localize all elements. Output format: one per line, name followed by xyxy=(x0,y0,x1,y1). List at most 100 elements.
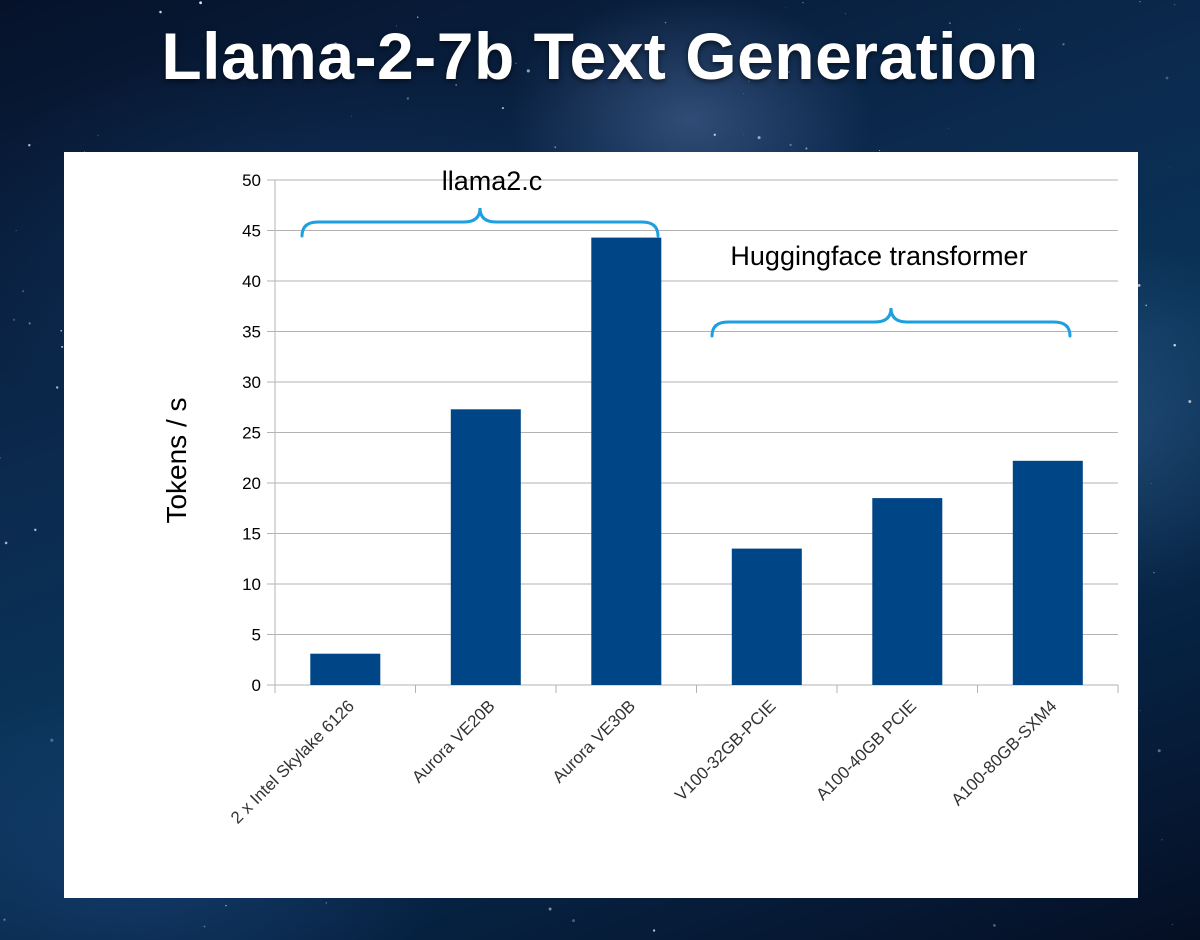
bar xyxy=(591,237,662,685)
star xyxy=(4,541,8,545)
star xyxy=(1157,749,1161,753)
star xyxy=(1139,0,1141,3)
star xyxy=(50,738,54,742)
star xyxy=(747,80,750,83)
y-tick-label: 20 xyxy=(242,474,261,493)
star xyxy=(34,528,37,532)
bar xyxy=(872,498,943,685)
star xyxy=(501,107,504,110)
y-tick-label: 35 xyxy=(242,323,261,342)
x-tick-label: Aurora VE20B xyxy=(408,696,498,786)
y-tick-label: 25 xyxy=(242,424,261,443)
star xyxy=(515,62,517,64)
y-tick-label: 5 xyxy=(252,626,261,645)
star xyxy=(878,150,880,152)
annotation-label: llama2.c xyxy=(442,166,543,196)
bar xyxy=(1012,460,1083,685)
annotation-brace xyxy=(300,207,660,238)
star xyxy=(28,143,31,147)
star xyxy=(3,918,6,921)
star xyxy=(757,136,761,140)
star xyxy=(664,21,667,24)
star xyxy=(209,45,213,49)
star xyxy=(417,16,419,18)
star xyxy=(353,938,354,940)
star xyxy=(97,134,99,136)
star xyxy=(948,127,950,129)
star xyxy=(743,133,744,135)
star xyxy=(743,93,744,94)
star xyxy=(319,898,321,900)
star xyxy=(844,13,846,15)
star xyxy=(201,34,203,36)
star xyxy=(56,386,59,389)
star xyxy=(325,902,328,904)
star xyxy=(159,10,162,14)
star xyxy=(948,22,951,25)
star xyxy=(334,42,337,45)
star xyxy=(15,230,17,232)
star xyxy=(455,84,458,86)
star xyxy=(1171,923,1174,926)
star xyxy=(802,2,804,4)
star xyxy=(1151,483,1152,484)
y-tick-label: 45 xyxy=(242,222,261,241)
chart-panel: 0 5 10 15 20 25 30 35 40 45 50 2 x Intel Skylake 61… xyxy=(64,152,1138,898)
star xyxy=(526,69,530,73)
star xyxy=(406,97,410,100)
star xyxy=(1169,166,1170,168)
y-tick-label: 15 xyxy=(242,525,261,544)
y-tick-label: 40 xyxy=(242,272,261,291)
star xyxy=(805,147,808,150)
star xyxy=(713,133,716,136)
star xyxy=(199,1,202,5)
star xyxy=(351,115,353,117)
star xyxy=(784,6,786,8)
star xyxy=(1062,43,1065,46)
y-tick-label: 30 xyxy=(242,373,261,392)
bar-chart: 0 5 10 15 20 25 30 35 40 45 50 2 x Intel Skylake 61… xyxy=(161,166,1119,827)
star xyxy=(1145,304,1148,307)
star xyxy=(787,71,790,73)
star xyxy=(1019,28,1020,30)
star xyxy=(22,290,25,293)
star xyxy=(548,907,552,911)
bar xyxy=(310,653,381,685)
star xyxy=(572,919,575,923)
bar xyxy=(731,548,802,685)
star xyxy=(12,318,16,322)
star xyxy=(554,146,557,149)
star xyxy=(203,925,206,928)
star xyxy=(789,143,792,147)
star xyxy=(28,322,31,325)
star xyxy=(1173,343,1176,347)
star xyxy=(396,25,398,27)
x-tick-label: A100-80GB-SXM4 xyxy=(948,696,1061,809)
x-tick-label: V100-32GB-PCIE xyxy=(671,696,779,804)
annotation-brace xyxy=(710,307,1072,338)
y-tick-label: 10 xyxy=(242,575,261,594)
star xyxy=(1188,399,1192,404)
star xyxy=(1139,710,1141,712)
star xyxy=(993,924,996,927)
y-tick-label: 0 xyxy=(252,676,261,695)
star xyxy=(1174,4,1176,6)
annotation-label: Huggingface transformer xyxy=(730,241,1027,271)
star xyxy=(592,48,594,50)
y-tick-label: 50 xyxy=(242,171,261,190)
star xyxy=(225,904,227,907)
star xyxy=(0,457,2,459)
x-tick-label: Aurora VE30B xyxy=(549,696,639,786)
star xyxy=(61,345,64,348)
bar xyxy=(450,409,521,685)
star xyxy=(652,929,656,932)
star xyxy=(1165,76,1169,80)
star xyxy=(60,329,62,332)
x-tick-label: A100-40GB PCIE xyxy=(812,696,920,804)
star xyxy=(1161,839,1163,841)
x-tick-label: 2 x Intel Skylake 6126 xyxy=(227,696,358,827)
star xyxy=(1137,283,1141,287)
slide-title: Llama-2-7b Text Generation xyxy=(161,19,1039,93)
y-axis-label: Tokens / s xyxy=(161,397,192,523)
star xyxy=(1153,571,1155,574)
